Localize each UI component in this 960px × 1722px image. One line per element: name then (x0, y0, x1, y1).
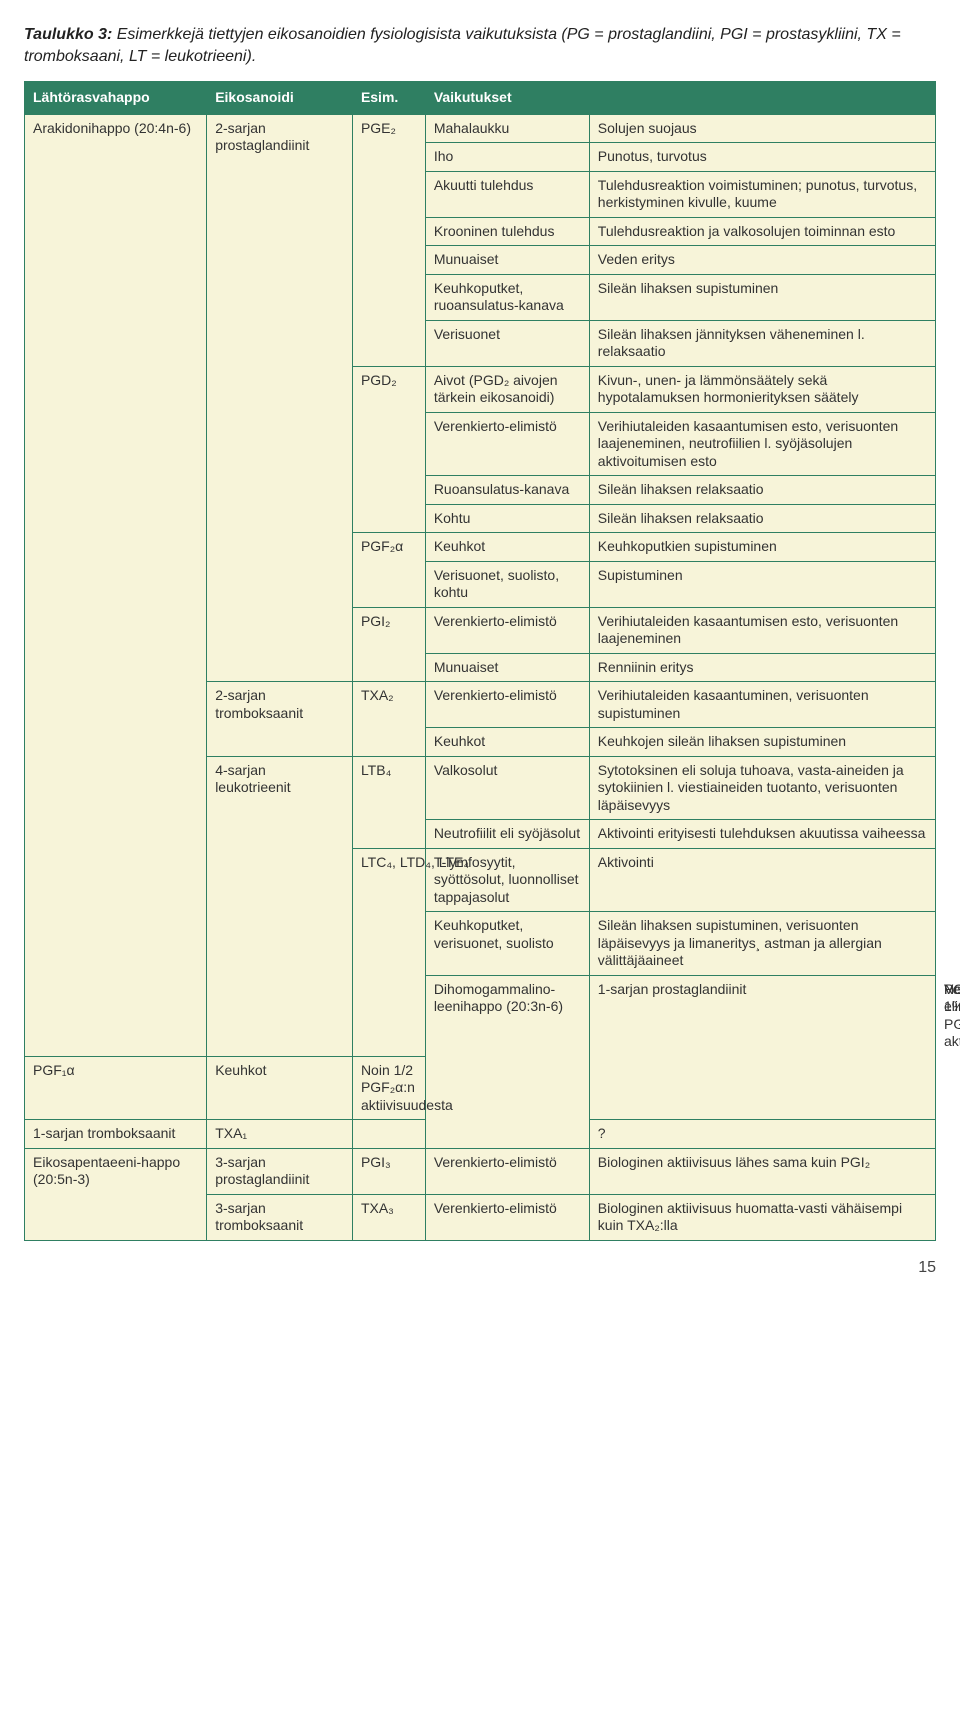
cell-c3: PGD₂ (352, 366, 425, 533)
cell-c4: Valkosolut (425, 756, 589, 820)
cell-c5: Verihiutaleiden kasaantuminen, verisuont… (589, 682, 935, 728)
cell-c4 (352, 1120, 425, 1149)
cell-c3: PGF₁α (25, 1056, 207, 1120)
cell-c5: Sileän lihaksen jännityksen väheneminen … (589, 320, 935, 366)
cell-c5: Punotus, turvotus (589, 143, 935, 172)
caption-rest: Esimerkkejä tiettyjen eikosanoidien fysi… (24, 26, 901, 65)
caption-lead: Taulukko 3: (24, 26, 112, 43)
cell-c3: PGF₂α (352, 533, 425, 608)
cell-c4: Keuhkot (425, 533, 589, 562)
cell-c4: Verenkierto-elimistö (425, 1148, 589, 1194)
cell-c5: Tulehdusreaktion ja valkosolujen toiminn… (589, 217, 935, 246)
cell-c5: Sileän lihaksen supistuminen, verisuonte… (589, 912, 935, 976)
page-number: 15 (24, 1259, 936, 1277)
cell-c5: Renniinin eritys (589, 653, 935, 682)
cell-c5: Noin 1/2 PGF₂α:n aktiivisuudesta (352, 1056, 425, 1120)
cell-c4: Krooninen tulehdus (425, 217, 589, 246)
cell-c5: Keuhkoputkien supistuminen (589, 533, 935, 562)
cell-c5: Tulehdusreaktion voimistuminen; punotus,… (589, 171, 935, 217)
cell-c1: Eikosapentaeeni-happo (20:5n-3) (25, 1148, 207, 1240)
cell-c5: Aktivointi (589, 848, 935, 912)
cell-c3: TXA₁ (207, 1120, 353, 1149)
cell-c2: 2-sarjan tromboksaanit (207, 682, 353, 757)
cell-c3: PGI₂ (352, 607, 425, 682)
cell-c1: Dihomogammalino-leenihappo (20:3n-6) (425, 975, 589, 1148)
cell-c5: ? (589, 1120, 935, 1149)
cell-c2: 3-sarjan tromboksaanit (207, 1194, 353, 1240)
cell-c4: Ruoansulatus-kanava (425, 476, 589, 505)
cell-c3: PGE₂ (352, 114, 425, 366)
cell-c5: Sytotoksinen eli soluja tuhoava, vasta-a… (589, 756, 935, 820)
cell-c4: Akuutti tulehdus (425, 171, 589, 217)
cell-c4: Munuaiset (425, 246, 589, 275)
cell-c5: Sileän lihaksen supistuminen (589, 274, 935, 320)
table-body: Arakidonihappo (20:4n-6)2-sarjan prostag… (25, 114, 936, 1240)
cell-c5: Verihiutaleiden kasaantumisen esto, veri… (589, 412, 935, 476)
cell-c3: PGI₃ (352, 1148, 425, 1194)
cell-c2: 3-sarjan prostaglandiinit (207, 1148, 353, 1194)
table-row: Eikosapentaeeni-happo (20:5n-3)3-sarjan … (25, 1148, 936, 1194)
cell-c5: Veden eritys (589, 246, 935, 275)
th-1: Lähtörasvahappo (25, 82, 207, 115)
cell-c5: Supistuminen (589, 561, 935, 607)
cell-c4: Mahalaukku (425, 114, 589, 143)
th-2: Eikosanoidi (207, 82, 353, 115)
cell-c3: TXA₂ (352, 682, 425, 757)
cell-c4: Verenkierto-elimistö (425, 682, 589, 728)
cell-c4: Aivot (PGD₂ aivojen tärkein eikosanoidi) (425, 366, 589, 412)
cell-c4: Kohtu (425, 504, 589, 533)
cell-c5: Aktivointi erityisesti tulehduksen akuut… (589, 820, 935, 849)
cell-c4: Verenkierto-elimistö (425, 607, 589, 653)
cell-c5: Sileän lihaksen relaksaatio (589, 476, 935, 505)
cell-c4: Neutrofiilit eli syöjäsolut (425, 820, 589, 849)
cell-c2: 4-sarjan leukotrieenit (207, 756, 353, 1056)
cell-c2: 2-sarjan prostaglandiinit (207, 114, 353, 682)
cell-c4: Iho (425, 143, 589, 172)
cell-c4: Keuhkot (425, 728, 589, 757)
cell-c4: Verenkierto-elimistö (425, 1194, 589, 1240)
eicosanoid-table: Lähtörasvahappo Eikosanoidi Esim. Vaikut… (24, 81, 936, 1241)
cell-c4: Keuhkoputket, ruoansulatus-kanava (425, 274, 589, 320)
cell-c5: Keuhkojen sileän lihaksen supistuminen (589, 728, 935, 757)
cell-c5: Sileän lihaksen relaksaatio (589, 504, 935, 533)
cell-c4: Verenkierto-elimistö (425, 412, 589, 476)
cell-c4: Keuhkot (207, 1056, 353, 1120)
table-caption: Taulukko 3: Esimerkkejä tiettyjen eikosa… (24, 24, 936, 67)
cell-c5: Biologinen aktiivisuus lähes sama kuin P… (589, 1148, 935, 1194)
cell-c4: Verisuonet (425, 320, 589, 366)
th-4: Vaikutukset (425, 82, 935, 115)
table-row: Arakidonihappo (20:4n-6)2-sarjan prostag… (25, 114, 936, 143)
cell-c5: Kivun-, unen- ja lämmönsäätely sekä hypo… (589, 366, 935, 412)
cell-c5: Verihiutaleiden kasaantumisen esto, veri… (589, 607, 935, 653)
cell-c4: Verisuonet, suolisto, kohtu (425, 561, 589, 607)
cell-c4: Keuhkoputket, verisuonet, suolisto (425, 912, 589, 976)
cell-c3: TXA₃ (352, 1194, 425, 1240)
cell-c4: T-lymfosyytit, syöttösolut, luonnolliset… (425, 848, 589, 912)
cell-c2: 1-sarjan prostaglandiinit (589, 975, 935, 1120)
cell-c3: LTC₄, LTD₄, LTE₄ (352, 848, 425, 1056)
cell-c2: 1-sarjan tromboksaanit (25, 1120, 207, 1149)
cell-c5: Solujen suojaus (589, 114, 935, 143)
cell-c1: Arakidonihappo (20:4n-6) (25, 114, 207, 1056)
cell-c5: Biologinen aktiivisuus huomatta-vasti vä… (589, 1194, 935, 1240)
th-3: Esim. (352, 82, 425, 115)
cell-c4: Munuaiset (425, 653, 589, 682)
table-header-row: Lähtörasvahappo Eikosanoidi Esim. Vaikut… (25, 82, 936, 115)
cell-c3: LTB₄ (352, 756, 425, 848)
